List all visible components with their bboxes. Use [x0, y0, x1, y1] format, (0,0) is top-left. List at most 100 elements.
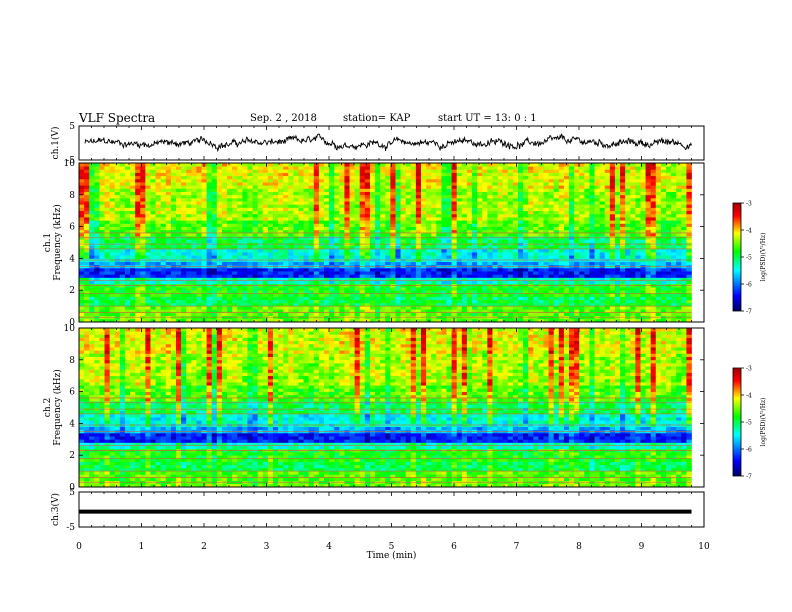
- spectrogram-cell: [104, 274, 110, 278]
- spectrogram-cell: [175, 280, 182, 285]
- spectrogram-cell: [620, 287, 626, 291]
- spectrogram-cell: [533, 197, 539, 202]
- spectrogram-cell: [466, 239, 473, 243]
- spectrogram-cell: [308, 299, 315, 304]
- spectrogram-cell: [441, 255, 447, 259]
- spectrogram-cell: [446, 306, 452, 310]
- spectrogram-cell: [145, 191, 151, 196]
- spectrogram-cell: [579, 252, 585, 256]
- spectrogram-cell: [334, 194, 340, 199]
- spectrogram-cell: [124, 267, 131, 272]
- spectrogram-cell: [410, 204, 417, 208]
- spectrogram-cell: [104, 290, 110, 294]
- spectrogram-cell: [380, 188, 386, 192]
- spectrogram-cell: [625, 277, 631, 282]
- spectrogram-cell: [313, 274, 320, 278]
- spectrogram-cell: [150, 280, 156, 285]
- spectrogram-cell: [329, 220, 335, 224]
- spectrogram-cell: [538, 290, 544, 294]
- spectrogram-cell: [221, 312, 228, 316]
- spectrogram-cell: [191, 277, 197, 282]
- spectrogram-cell: [145, 188, 151, 192]
- spectrogram-cell: [584, 287, 590, 291]
- spectrogram-cell: [216, 188, 223, 192]
- spectrogram-cell: [563, 220, 570, 224]
- spectrogram-cell: [359, 293, 366, 297]
- spectrogram-cell: [339, 213, 345, 218]
- spectrogram-cell: [186, 245, 192, 250]
- spectrogram-cell: [589, 217, 595, 221]
- spectrogram-cell: [655, 191, 662, 196]
- spectrogram-cell: [502, 274, 509, 278]
- spectrogram-cell: [104, 252, 110, 256]
- spectrogram-cell: [308, 274, 315, 278]
- spectrogram-cell: [569, 299, 575, 304]
- spectrogram-cell: [558, 287, 565, 291]
- spectrogram-cell: [104, 302, 110, 307]
- spectrogram-cell: [563, 267, 570, 272]
- spectrogram-cell: [625, 312, 631, 316]
- spectrogram-cell: [242, 274, 248, 278]
- spectrogram-cell: [313, 217, 320, 221]
- spectrogram-cell: [686, 201, 692, 205]
- spectrogram-cell: [395, 210, 401, 215]
- spectrogram-cell: [364, 245, 371, 250]
- spectrogram-cell: [446, 290, 452, 294]
- spectrogram-cell: [645, 290, 652, 294]
- spectrogram-cell: [140, 204, 146, 208]
- spectrogram-cell: [456, 312, 463, 316]
- spectrogram-cell: [502, 191, 509, 196]
- spectrogram-cell: [676, 204, 682, 208]
- spectrogram-cell: [630, 210, 636, 215]
- spectrogram-cell: [614, 290, 621, 294]
- spectrogram-cell: [686, 267, 692, 272]
- spectrogram-cell: [109, 312, 116, 316]
- spectrogram-cell: [89, 296, 95, 301]
- spectrogram-cell: [278, 277, 284, 282]
- spectrogram-cell: [150, 252, 156, 256]
- spectrogram-cell: [446, 207, 452, 212]
- spectrogram-cell: [538, 207, 544, 212]
- spectrogram-cell: [686, 302, 692, 307]
- spectrogram-cell: [466, 226, 473, 231]
- spectrogram-cell: [237, 280, 243, 285]
- spectrogram-cell: [431, 296, 437, 301]
- spectrogram-cell: [186, 261, 192, 266]
- spectrogram-cell: [410, 312, 417, 316]
- spectrogram-cell: [130, 188, 136, 192]
- spectrogram-cell: [543, 309, 549, 313]
- spectrogram-cell: [221, 204, 228, 208]
- spectrogram-cell: [165, 239, 172, 243]
- spectrogram-cell: [665, 229, 672, 234]
- spectrogram-cell: [671, 213, 677, 218]
- spectrogram-cell: [461, 309, 468, 313]
- spectrogram-cell: [237, 197, 243, 202]
- spectrogram-cell: [650, 312, 657, 316]
- spectrogram-cell: [114, 207, 121, 212]
- spectrogram-cell: [579, 239, 585, 243]
- spectrogram-cell: [380, 309, 386, 313]
- spectrogram-cell: [390, 197, 396, 202]
- spectrogram-cell: [349, 223, 355, 227]
- spectrogram-cell: [420, 220, 427, 224]
- spectrogram-cell: [676, 213, 682, 218]
- spectrogram-cell: [645, 207, 652, 212]
- spectrogram-cell: [630, 232, 636, 237]
- spectrogram-cell: [232, 274, 238, 278]
- spectrogram-cell: [339, 197, 345, 202]
- spectrogram-cell: [563, 191, 570, 196]
- spectrogram-cell: [400, 217, 407, 221]
- spectrogram-cell: [446, 191, 452, 196]
- spectrogram-cell: [232, 239, 238, 243]
- spectrogram-cell: [523, 312, 529, 316]
- spectrogram-cell: [114, 267, 121, 272]
- spectrogram-cell: [405, 239, 412, 243]
- spectrogram-cell: [650, 318, 657, 323]
- spectrogram-cell: [650, 252, 657, 256]
- spectrogram-cell: [431, 306, 437, 310]
- spectrogram-cell: [456, 302, 463, 307]
- spectrogram-cell: [390, 252, 396, 256]
- spectrogram-cell: [135, 220, 141, 224]
- spectrogram-cell: [369, 277, 376, 282]
